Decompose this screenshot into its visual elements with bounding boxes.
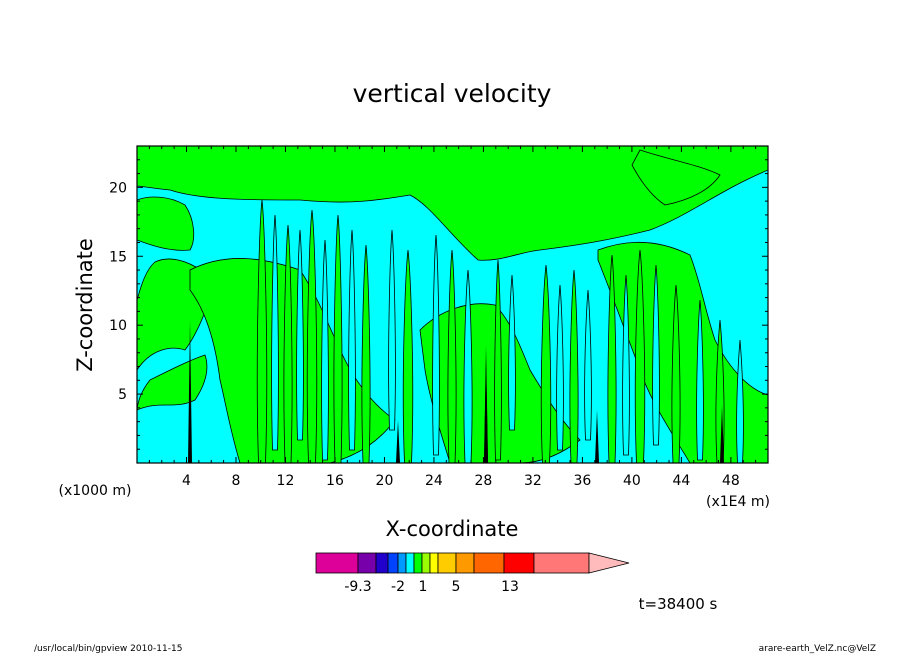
x-tick-label: 28 xyxy=(475,473,493,489)
velocity-finger xyxy=(584,289,592,441)
velocity-finger xyxy=(736,339,744,463)
colorbar-segment xyxy=(437,552,457,574)
colorbar: -9.3 -2 1 5 13 xyxy=(315,552,630,595)
y-tick-label: 15 xyxy=(109,249,127,265)
y-tick-label: 5 xyxy=(118,387,127,403)
velocity-finger xyxy=(569,269,579,463)
x-tick-label: 48 xyxy=(722,473,740,489)
velocity-finger xyxy=(447,249,457,463)
colorbar-segment xyxy=(375,552,389,574)
y-axis-ticks: 5 10 15 20 xyxy=(109,159,768,450)
x-tick-label: 40 xyxy=(623,473,641,489)
velocity-finger xyxy=(463,269,473,463)
y-tick-label: 10 xyxy=(109,318,127,334)
velocity-finger xyxy=(622,274,630,456)
velocity-finger xyxy=(432,234,440,456)
positive-velocity-region xyxy=(137,146,768,261)
colorbar-segment xyxy=(315,552,359,574)
colorbar-segment xyxy=(357,552,377,574)
velocity-finger xyxy=(402,249,414,463)
colorbar-segment xyxy=(397,552,407,574)
strong-downdraft-mark xyxy=(396,420,400,463)
colorbar-segment xyxy=(413,552,423,574)
footer-file-label: arare-earth_VelZ.nc@VelZ xyxy=(759,644,876,654)
velocity-finger xyxy=(634,249,646,463)
velocity-finger xyxy=(671,284,681,463)
colorbar-segment xyxy=(473,552,505,574)
plot-frame xyxy=(136,145,769,464)
contour-fields xyxy=(137,146,768,463)
x-unit-left-label: (x1000 m) xyxy=(59,483,132,499)
velocity-finger xyxy=(306,209,318,463)
colorbar-end-arrow xyxy=(588,552,630,574)
strong-downdraft-mark xyxy=(720,405,724,463)
velocity-finger xyxy=(388,229,396,431)
x-tick-label: 12 xyxy=(277,473,295,489)
y-axis-label: Z-coordinate xyxy=(73,238,97,372)
x-tick-label: 36 xyxy=(573,473,591,489)
strong-downdraft-mark xyxy=(484,360,488,463)
x-tick-label: 32 xyxy=(524,473,542,489)
velocity-finger xyxy=(296,229,304,441)
y-tick-label: 20 xyxy=(109,180,127,196)
x-tick-label: 44 xyxy=(672,473,690,489)
x-tick-label: 24 xyxy=(425,473,443,489)
velocity-finger xyxy=(652,264,660,446)
time-label: t=38400 s xyxy=(639,595,718,613)
colorbar-label: -2 xyxy=(391,579,405,595)
footer-program-label: /usr/local/bin/gpview 2010-11-15 xyxy=(34,644,182,654)
x-axis-ticks: 4 8 12 16 20 24 28 32 36 40 44 48 xyxy=(148,146,757,489)
colorbar-segment xyxy=(533,552,590,574)
velocity-finger xyxy=(283,224,293,463)
velocity-finger xyxy=(696,299,704,461)
x-tick-label: 20 xyxy=(376,473,394,489)
velocity-finger xyxy=(540,264,552,463)
velocity-finger xyxy=(321,239,329,461)
colorbar-segment xyxy=(455,552,475,574)
colorbar-label: -9.3 xyxy=(344,579,371,595)
positive-velocity-region xyxy=(137,196,195,251)
colorbar-label: 5 xyxy=(452,579,461,595)
colorbar-segment xyxy=(503,552,535,574)
colorbar-label: 1 xyxy=(419,579,428,595)
velocity-finger xyxy=(607,254,617,463)
x-unit-right-label: (x1E4 m) xyxy=(706,494,770,510)
x-axis-label: X-coordinate xyxy=(386,517,519,541)
positive-velocity-region xyxy=(631,149,721,206)
velocity-finger xyxy=(348,229,356,451)
colorbar-segment xyxy=(405,552,415,574)
velocity-finger xyxy=(494,259,502,461)
colorbar-segment xyxy=(429,552,439,574)
x-tick-label: 8 xyxy=(232,473,241,489)
velocity-finger xyxy=(508,274,516,431)
velocity-finger xyxy=(256,199,268,463)
x-tick-label: 4 xyxy=(182,473,191,489)
velocity-finger xyxy=(271,214,279,451)
velocity-finger xyxy=(361,244,371,463)
strong-downdraft-mark xyxy=(595,410,599,463)
colorbar-label: 13 xyxy=(501,579,519,595)
velocity-finger xyxy=(556,284,564,451)
strong-downdraft-mark xyxy=(188,320,192,463)
velocity-finger xyxy=(333,214,343,463)
colorbar-segment xyxy=(387,552,399,574)
x-tick-label: 16 xyxy=(326,473,344,489)
chart-title: vertical velocity xyxy=(353,79,552,108)
colorbar-segment xyxy=(421,552,431,574)
